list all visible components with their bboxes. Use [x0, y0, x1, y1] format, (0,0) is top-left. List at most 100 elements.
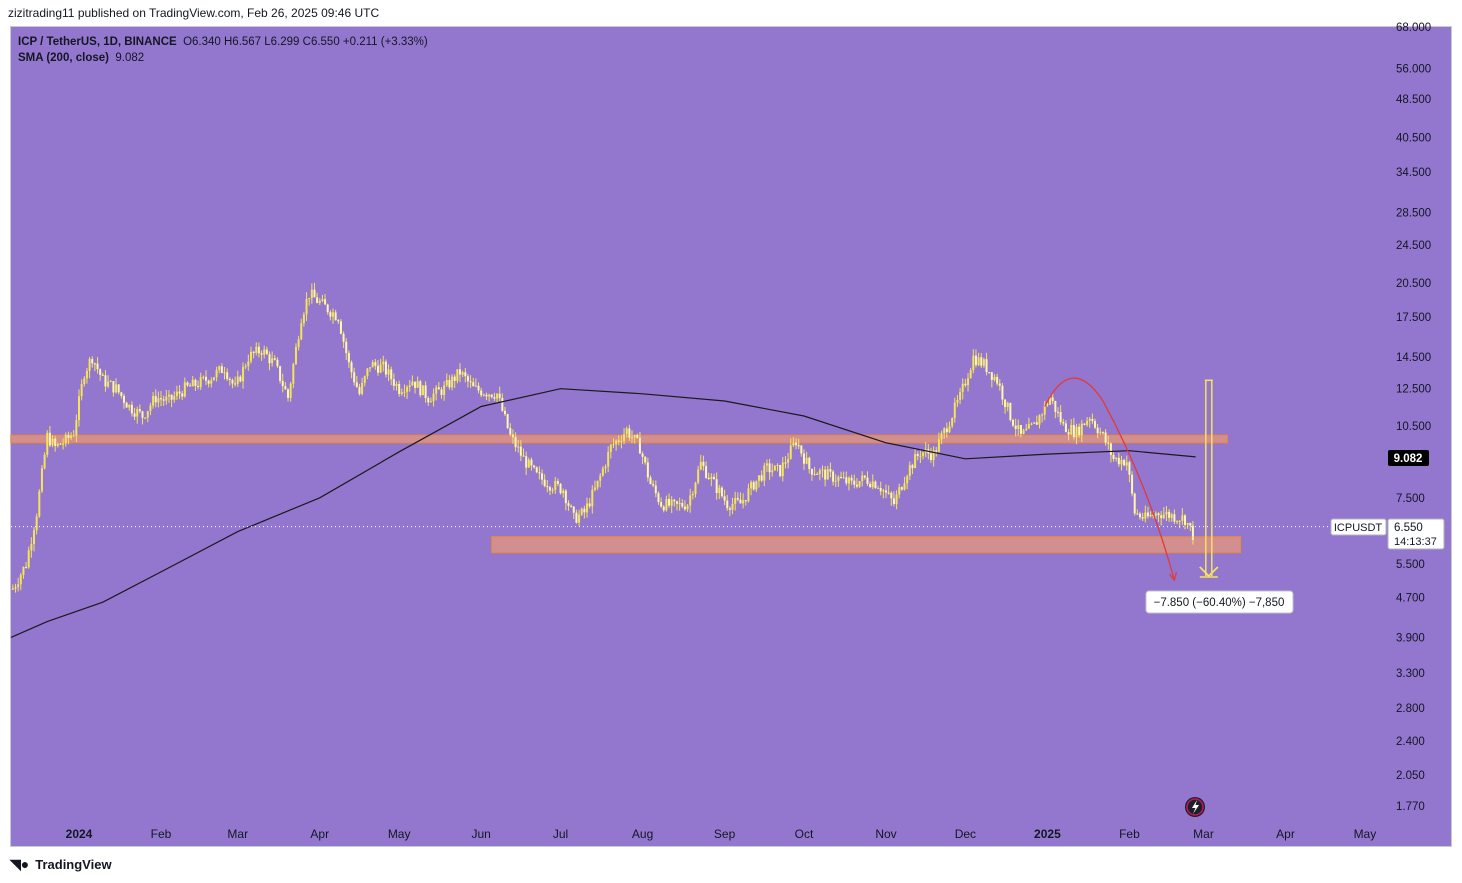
candle-body [122, 395, 125, 403]
candle-body [818, 470, 821, 475]
candle-body [427, 398, 430, 403]
symbol-tag-text: ICPUSDT [1334, 522, 1383, 534]
candle-body [784, 462, 787, 464]
candle-body [382, 361, 385, 365]
candle-body [506, 414, 509, 429]
candle-body [99, 369, 102, 375]
candle-body [257, 346, 260, 354]
candle-body [101, 374, 104, 376]
candle-body [154, 395, 157, 403]
candle-body [1173, 514, 1176, 522]
candle-body [170, 394, 173, 400]
candle-body [615, 440, 618, 445]
y-tick-label: 48.500 [1396, 94, 1431, 106]
candle-body [175, 391, 178, 397]
candle-body [459, 369, 462, 375]
candle-body [429, 401, 432, 403]
candle-body [392, 379, 395, 386]
candle-body [1022, 430, 1025, 434]
price-zone[interactable] [491, 536, 1242, 554]
candle-body [1017, 425, 1020, 430]
legend-sma-name[interactable]: SMA (200, close) [18, 52, 109, 64]
candle-body [850, 477, 853, 481]
candle-body [511, 434, 514, 438]
candle-body [1107, 442, 1110, 444]
candle-body [1189, 523, 1192, 526]
candle-body [78, 396, 80, 421]
candle-body [390, 369, 393, 380]
symbol-tag: ICPUSDT [1330, 518, 1387, 536]
candle-body [654, 485, 657, 494]
candle-body [107, 381, 110, 387]
candle-body [130, 404, 133, 414]
candle-body [197, 386, 200, 388]
candle-body [456, 369, 459, 381]
candle-body [935, 450, 938, 452]
x-tick-label: Apr [1276, 827, 1295, 841]
candle-body [755, 480, 758, 490]
candle-body [17, 584, 20, 588]
candle-body [144, 417, 147, 419]
candle-body [363, 376, 366, 383]
candle-body [974, 355, 977, 366]
candle-body [990, 372, 993, 380]
candle-body [1064, 423, 1067, 433]
candle-body [548, 487, 551, 491]
candle-body [797, 445, 800, 447]
candle-body [199, 377, 202, 388]
candle-body [998, 383, 1001, 386]
tradingview-footer[interactable]: ◥● TradingView [10, 856, 112, 873]
candle-body [1139, 513, 1142, 518]
lightning-icon[interactable] [1185, 797, 1205, 817]
candle-body [572, 506, 575, 513]
candle-body [771, 470, 774, 473]
candle-body [554, 481, 557, 490]
candle-body [660, 502, 663, 507]
candle-body [591, 489, 594, 507]
tradingview-brand: TradingView [35, 857, 112, 872]
candle-body [972, 355, 975, 371]
candle-body [869, 483, 872, 488]
candle-body [329, 312, 332, 317]
candle-body [980, 357, 983, 366]
candle-body [493, 397, 496, 399]
candle-body [1009, 402, 1012, 421]
candle-body [961, 383, 964, 392]
tradingview-logo-icon: ◥● [10, 856, 30, 872]
y-tick-label: 7.500 [1396, 493, 1425, 505]
y-tick-label: 68.000 [1396, 22, 1431, 34]
candle-body [403, 391, 406, 393]
candle-body [1043, 404, 1046, 415]
candle-body [795, 442, 798, 446]
x-tick-label: Feb [1119, 827, 1140, 841]
candle-body [842, 477, 845, 479]
candle-body [1030, 423, 1033, 425]
candle-body [294, 346, 297, 365]
candle-body [929, 453, 932, 460]
sma-price-tag-text: 9.082 [1394, 453, 1423, 465]
candle-body [845, 477, 848, 484]
legend-symbol[interactable]: ICP / TetherUS, 1D, BINANCE [18, 36, 177, 48]
candle-body [252, 351, 255, 353]
candle-body [355, 382, 358, 388]
candle-body [1186, 523, 1189, 525]
candle-body [623, 434, 626, 441]
candle-body [287, 389, 290, 398]
candle-body [411, 381, 414, 386]
candle-body [1183, 515, 1186, 525]
y-tick-label: 14.500 [1396, 352, 1431, 364]
candle-body [218, 366, 221, 371]
candle-body [265, 349, 268, 355]
candle-body [43, 454, 46, 469]
candle-body [787, 458, 790, 463]
candle-body [612, 444, 615, 446]
candle-body [445, 380, 448, 386]
candle-body [575, 512, 578, 523]
candle-body [490, 394, 493, 398]
candle-body [342, 333, 345, 342]
candle-body [255, 346, 258, 353]
candle-body [1012, 420, 1015, 426]
candle-body [959, 391, 962, 400]
candle-body [128, 404, 131, 408]
